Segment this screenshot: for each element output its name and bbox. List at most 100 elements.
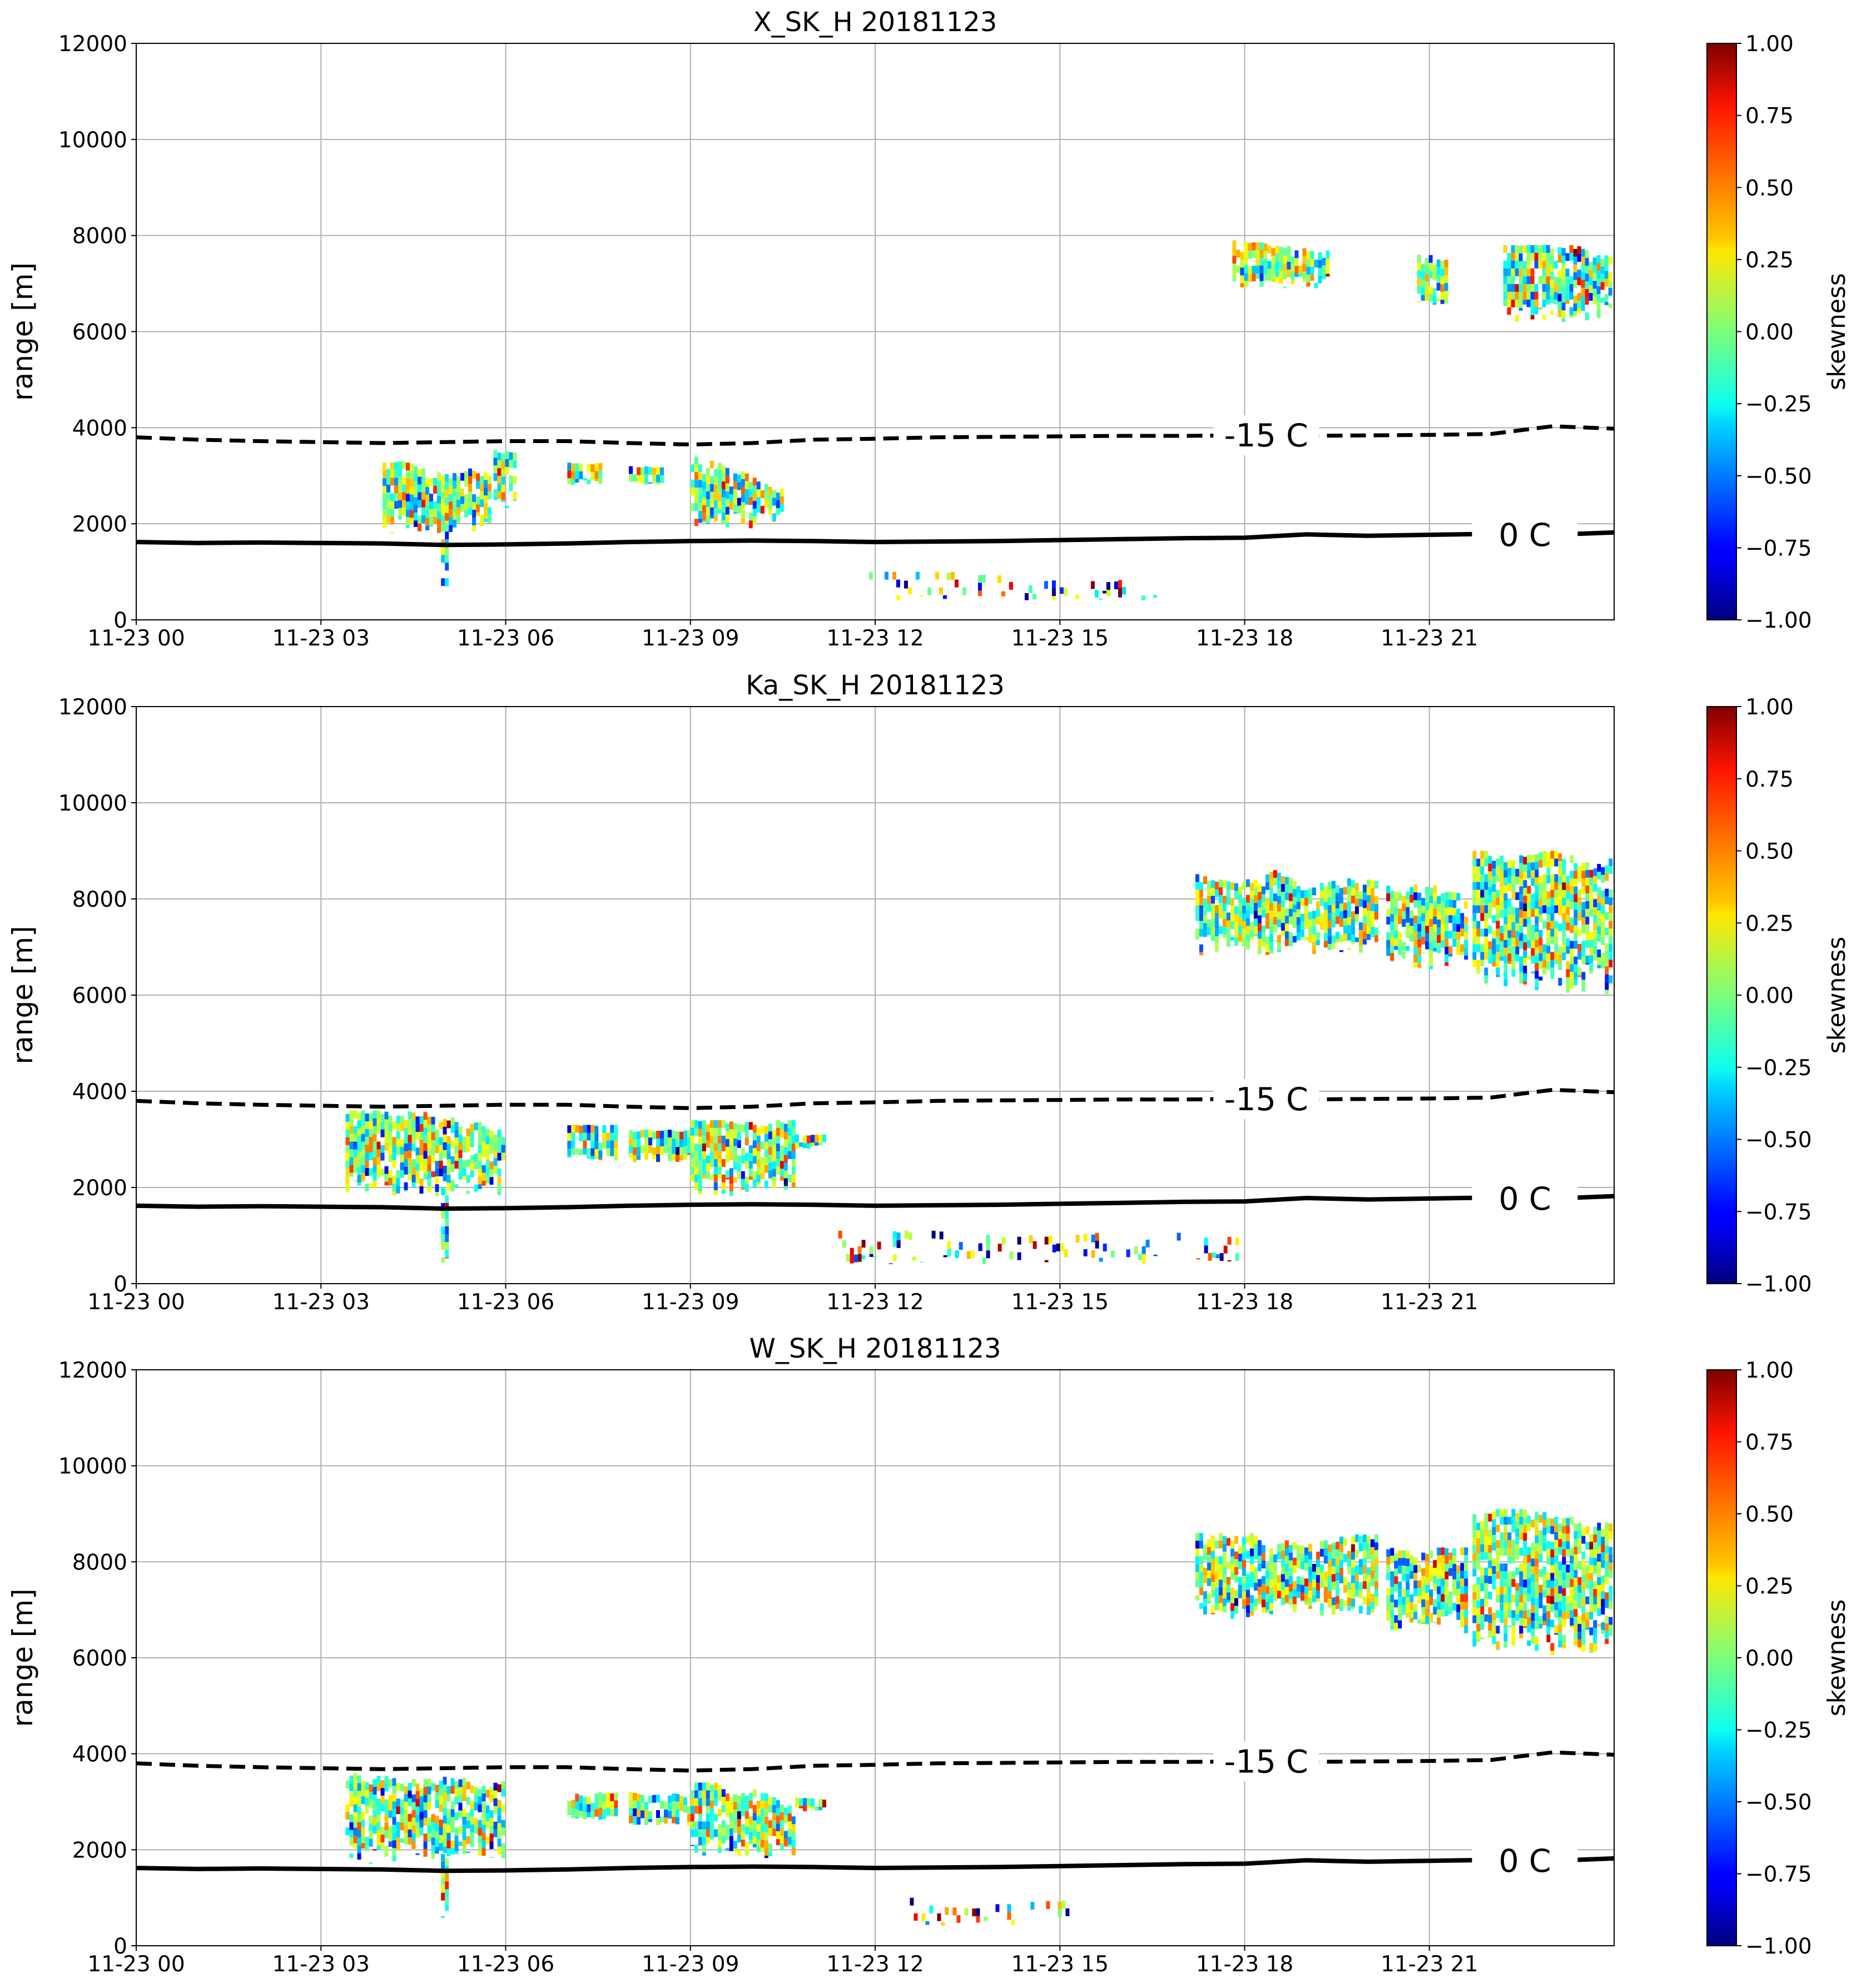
echo-cell <box>1527 925 1531 933</box>
colorbar-tick-label: 1.00 <box>1745 1358 1794 1383</box>
echo-cell <box>1515 1598 1520 1607</box>
echo-cell <box>1354 906 1359 915</box>
echo-cell <box>1335 1581 1339 1589</box>
echo-cell <box>373 1172 377 1181</box>
echo-cell <box>1210 927 1215 935</box>
echo-cell <box>1550 280 1554 288</box>
echo-cell <box>1134 1246 1138 1255</box>
echo-cell <box>1448 907 1453 916</box>
echo-cell <box>1030 1902 1035 1910</box>
echo-cell <box>1585 1526 1590 1534</box>
echo-cell <box>450 1848 455 1855</box>
echo-cell <box>1417 916 1422 924</box>
echo-cell <box>373 1141 377 1150</box>
echo-cell <box>1496 1594 1500 1603</box>
echo-cell <box>729 1137 733 1145</box>
echo-cell <box>1242 1552 1246 1560</box>
echo-cell <box>1203 1607 1207 1615</box>
y-tick-label: 12000 <box>58 695 127 720</box>
echo-cell <box>962 587 966 595</box>
echo-cell <box>1570 1594 1574 1603</box>
echo-cell <box>717 1785 722 1793</box>
echo-cell <box>1511 260 1515 269</box>
echo-cell <box>445 1905 449 1911</box>
echo-cell <box>1609 913 1613 921</box>
echo-cell <box>737 1796 741 1804</box>
echo-cell <box>706 1821 710 1830</box>
echo-cell <box>1199 1603 1203 1609</box>
echo-cell <box>462 1160 467 1169</box>
echo-cell <box>1238 1592 1242 1598</box>
echo-cell <box>1245 1605 1250 1613</box>
echo-cell <box>1253 1598 1258 1607</box>
x-tick-label: 11-23 09 <box>642 626 739 651</box>
echo-cell <box>1460 1609 1465 1618</box>
echo-cell <box>1304 1547 1308 1555</box>
echo-cell <box>1452 931 1457 939</box>
echo-cell <box>1009 1251 1014 1260</box>
echo-cell <box>1437 1602 1441 1610</box>
echo-cell <box>425 518 429 526</box>
echo-cell <box>1281 931 1285 937</box>
echo-cell <box>1437 1586 1441 1594</box>
echo-cell <box>1238 918 1242 926</box>
echo-cell <box>1226 1577 1230 1585</box>
echo-cell <box>1519 917 1523 926</box>
echo-cell <box>1581 303 1585 311</box>
echo-cell <box>468 491 472 500</box>
echo <box>1417 255 1448 305</box>
echo-cell <box>439 1835 443 1843</box>
echo-cell <box>1488 856 1492 864</box>
echo-cell <box>1515 868 1520 877</box>
echo-cell <box>698 1806 702 1814</box>
echo-cell <box>396 1783 400 1791</box>
echo-cell <box>408 1790 412 1798</box>
echo-cell <box>1288 908 1293 917</box>
echo-cell <box>1550 1542 1555 1550</box>
echo-cell <box>745 489 749 497</box>
echo-cell <box>497 1823 502 1831</box>
echo-cell <box>1492 1519 1496 1527</box>
echo-cell <box>411 1159 416 1167</box>
echo-cell <box>1597 1538 1601 1546</box>
echo-cell <box>721 1828 726 1836</box>
echo-cell <box>783 1124 788 1132</box>
echo-cell <box>1511 1524 1516 1533</box>
echo-cell <box>946 573 951 581</box>
echo-cell <box>1472 913 1477 921</box>
echo-cell <box>1484 882 1488 890</box>
echo <box>629 466 664 485</box>
echo-cell <box>1394 1623 1398 1631</box>
echo-cell <box>1581 287 1585 296</box>
echo-cell <box>579 1795 583 1803</box>
echo-cell <box>445 1195 449 1203</box>
echo-cell <box>884 571 889 580</box>
echo-cell <box>1585 940 1590 948</box>
echo-cell <box>497 1846 502 1855</box>
echo-cell <box>768 1147 772 1155</box>
echo-cell <box>470 1131 474 1140</box>
echo-cell <box>1511 883 1516 892</box>
echo-cell <box>458 1810 463 1818</box>
echo-cell <box>1531 948 1535 956</box>
echo-cell <box>458 1779 463 1787</box>
echo-cell <box>1585 924 1590 932</box>
echo-cell <box>1425 910 1430 918</box>
echo-cell <box>1323 886 1328 894</box>
echo-cell <box>493 1806 498 1814</box>
echo-cell <box>717 1159 722 1167</box>
echo-cell <box>1245 894 1250 903</box>
echo-cell <box>1542 1574 1547 1582</box>
echo-cell <box>437 480 441 488</box>
echo-cell <box>1542 299 1546 307</box>
echo-cell <box>717 478 722 486</box>
echo-cell <box>768 1139 772 1147</box>
echo-cell <box>1592 257 1597 266</box>
echo-cell <box>1604 294 1609 302</box>
echo-cell <box>1515 1567 1520 1576</box>
echo-cell <box>610 1132 614 1141</box>
echo-cell <box>1275 254 1279 262</box>
echo-cell <box>488 484 492 492</box>
echo-cell <box>1296 893 1301 902</box>
echo-cell <box>1273 1586 1277 1593</box>
